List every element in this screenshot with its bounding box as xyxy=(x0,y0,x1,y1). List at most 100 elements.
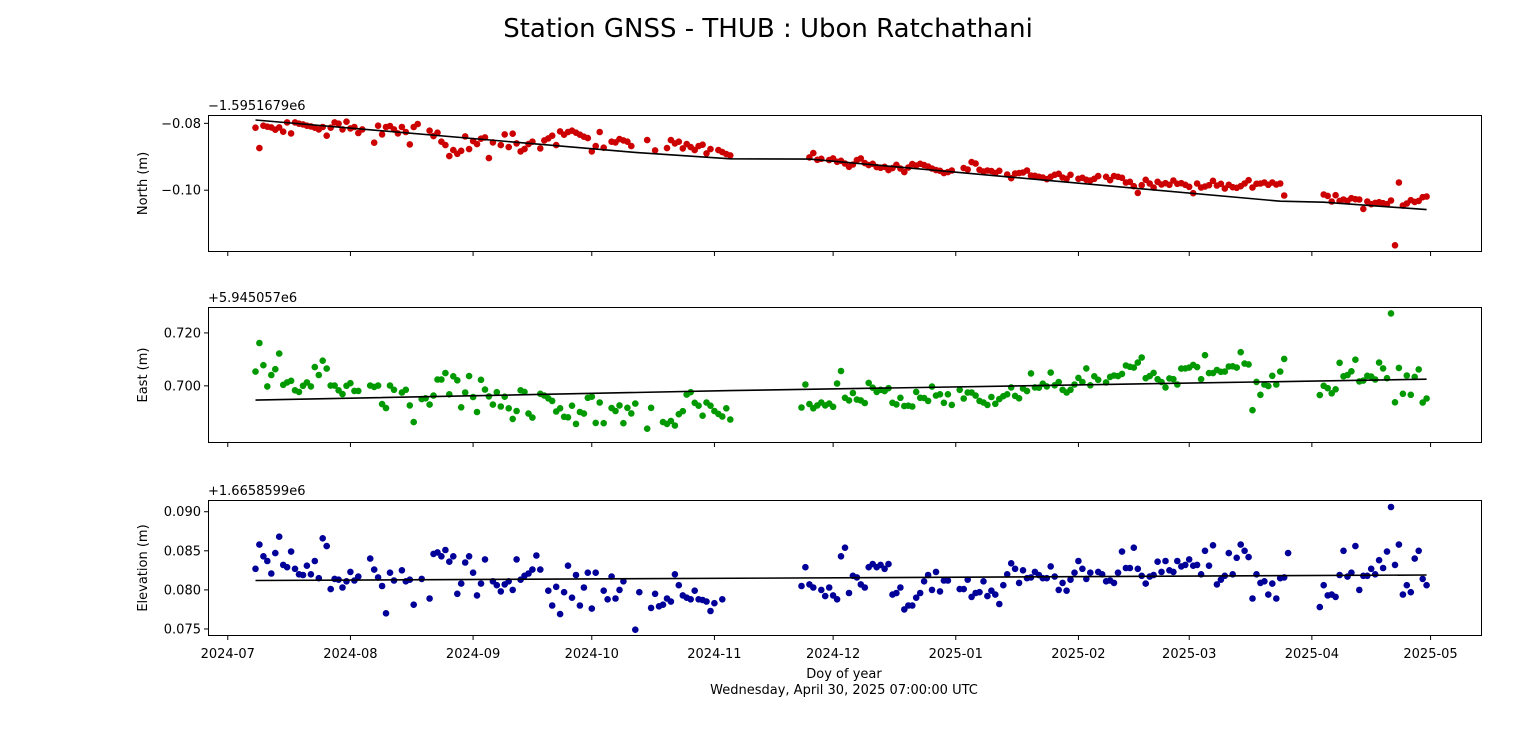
elevation-point xyxy=(493,581,501,589)
north-axes-frame xyxy=(208,115,1482,252)
elevation-point xyxy=(647,604,655,612)
elevation-point xyxy=(1209,542,1217,549)
east-axes-frame xyxy=(208,307,1482,443)
elevation-point xyxy=(1071,569,1078,576)
elevation-point xyxy=(687,596,694,603)
north-point xyxy=(319,123,327,131)
elevation-point xyxy=(1126,564,1134,572)
east-point xyxy=(1415,366,1422,373)
east-point xyxy=(912,388,920,396)
elevation-point xyxy=(1367,565,1375,573)
east-point xyxy=(513,407,520,415)
elevation-point xyxy=(818,586,825,594)
east-point xyxy=(1094,376,1102,384)
elevation-point xyxy=(287,548,295,555)
north-point xyxy=(501,131,509,138)
east-point xyxy=(861,399,869,407)
elevation-point xyxy=(703,598,710,605)
elevation-point xyxy=(509,586,516,594)
east-point xyxy=(521,388,528,396)
elevation-point xyxy=(636,588,643,596)
xtick-label: 2025-02 xyxy=(1051,647,1105,662)
east-point xyxy=(833,380,841,387)
elevation-point xyxy=(616,586,623,594)
east-point xyxy=(1201,351,1209,359)
north-point xyxy=(1387,197,1395,204)
east-point xyxy=(909,403,916,410)
elevation-point xyxy=(1245,553,1252,561)
north-point xyxy=(1391,242,1399,249)
elevation-axes-frame xyxy=(208,500,1482,636)
east-point xyxy=(1043,383,1051,390)
east-point xyxy=(592,419,599,427)
elevation-point xyxy=(659,601,667,608)
east-point xyxy=(386,382,394,389)
elevation-point xyxy=(845,589,853,597)
east-point xyxy=(620,419,627,427)
elevation-point xyxy=(1273,595,1280,602)
elevation-point xyxy=(446,558,453,565)
north-point xyxy=(651,147,659,154)
elevation-ytick-label: 0.085 xyxy=(164,544,201,559)
elevation-point xyxy=(323,542,331,550)
east-point xyxy=(596,399,603,406)
elevation-point xyxy=(1403,581,1411,589)
east-point xyxy=(1348,368,1355,375)
east-point xyxy=(1423,395,1430,402)
east-point xyxy=(347,379,354,387)
north-point xyxy=(584,134,592,142)
north-point xyxy=(857,155,865,162)
north-point xyxy=(1106,176,1114,184)
east-point xyxy=(628,410,635,417)
east-point xyxy=(806,400,813,408)
east-point xyxy=(1249,406,1256,414)
elevation-point xyxy=(545,587,552,594)
east-point xyxy=(1245,361,1252,368)
elevation-point xyxy=(1316,603,1324,611)
elevation-point xyxy=(1075,557,1082,565)
east-point xyxy=(260,361,267,369)
north-point xyxy=(414,120,422,128)
elevation-point xyxy=(450,553,457,560)
north-point xyxy=(727,152,734,159)
east-point xyxy=(315,371,323,379)
north-point xyxy=(485,154,493,162)
north-points xyxy=(252,118,1430,249)
east-point xyxy=(556,405,564,412)
east-point xyxy=(1403,372,1411,379)
elevation-point xyxy=(976,588,983,596)
elevation-ylabel: Elevation (m) xyxy=(136,524,151,611)
east-point xyxy=(940,399,948,407)
east-point xyxy=(829,403,837,411)
elevation-point xyxy=(1356,586,1363,594)
elevation-point xyxy=(1193,561,1201,569)
north-point xyxy=(1134,189,1142,197)
elevation-point xyxy=(1067,576,1074,583)
east-point xyxy=(1015,395,1023,402)
east-point xyxy=(1197,375,1205,383)
east-point xyxy=(252,368,259,375)
elevation-point xyxy=(802,563,809,571)
north-point xyxy=(434,129,441,136)
elevation-point xyxy=(881,565,888,573)
east-point xyxy=(1379,365,1387,372)
east-point xyxy=(303,379,311,386)
xtick-label: 2024-08 xyxy=(323,647,377,662)
elevation-point xyxy=(841,544,849,551)
north-point xyxy=(1245,176,1252,184)
north-point xyxy=(497,141,505,149)
elevation-point xyxy=(825,584,833,591)
elevation-point xyxy=(1174,557,1181,565)
north-point xyxy=(1280,192,1288,199)
north-point xyxy=(252,124,259,131)
elevation-point xyxy=(291,565,299,573)
elevation-point xyxy=(1182,561,1189,569)
east-point xyxy=(1130,364,1138,371)
east-point xyxy=(1375,359,1383,366)
east-point xyxy=(1079,378,1086,386)
east-point xyxy=(849,389,857,397)
east-point xyxy=(936,391,944,398)
east-point xyxy=(948,401,956,409)
east-points xyxy=(252,310,1430,433)
elevation-point xyxy=(1249,595,1256,602)
